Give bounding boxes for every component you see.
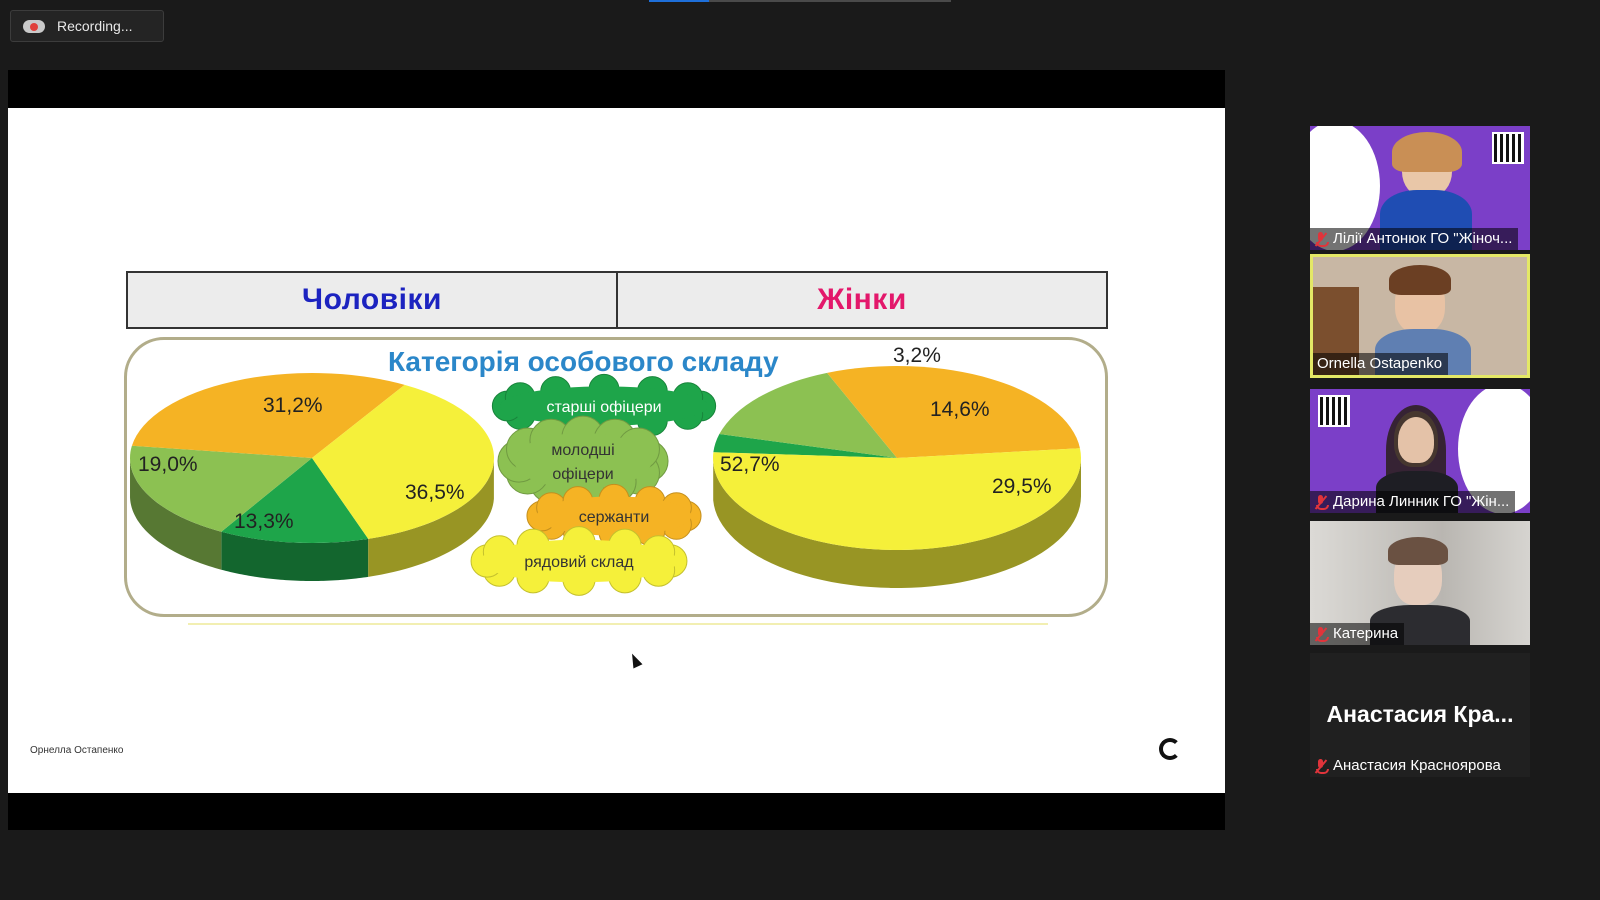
pie-slice-2 <box>827 366 1080 458</box>
pie-side-0 <box>221 531 369 581</box>
cloud-recording-icon <box>23 18 45 34</box>
mic-muted-icon <box>1314 626 1329 642</box>
participant-tile[interactable]: Дарина Линник ГО "Жін... <box>1310 389 1530 513</box>
pie-slice-3 <box>312 384 495 539</box>
pie-label: 13,3% <box>234 510 294 533</box>
pie-1 <box>713 366 1081 588</box>
pie-slice-1 <box>130 445 312 532</box>
pie-label: 36,5% <box>405 481 465 504</box>
screen-share-view[interactable]: Чоловіки Жінки старші офіцери молодші офіц… <box>8 70 1225 830</box>
pie-label: 3,2% <box>893 344 941 367</box>
participant-name: Дарина Линник ГО "Жін... <box>1310 491 1516 513</box>
qr-code <box>1492 132 1524 164</box>
header-men: Чоловіки <box>128 273 618 327</box>
pie-slice-3 <box>713 448 1081 551</box>
participant-tile-no-video[interactable]: Анастасия Кра... Анастасия Красноярова <box>1310 653 1530 777</box>
legend-label: офіцери <box>552 466 613 483</box>
recording-label: Recording... <box>57 18 133 34</box>
presentation-slide: Чоловіки Жінки старші офіцери молодші офіц… <box>8 108 1225 793</box>
mic-muted-icon <box>1314 758 1329 774</box>
slide-footer-author: Орнелла Остапенко <box>30 745 124 756</box>
mic-muted-icon <box>1314 494 1329 510</box>
header-women: Жінки <box>817 283 907 316</box>
pie-side-3 <box>368 460 494 577</box>
pie-label: 19,0% <box>138 453 198 476</box>
participant-name: Лілії Антонюк ГО "Жіноч... <box>1310 228 1519 250</box>
chart-frame <box>124 337 1108 617</box>
participant-tile-active-speaker[interactable]: Ornella Ostapenko <box>1310 254 1530 378</box>
participant-display-name: Анастасия Кра... <box>1326 701 1514 727</box>
legend-cloud-1: молодші офіцери <box>497 415 669 507</box>
participant-tile[interactable]: Катерина <box>1310 521 1530 645</box>
pie-charts: старші офіцери молодші офіцери сержанти рядо… <box>130 366 1081 596</box>
participant-name: Ornella Ostapenko <box>1313 353 1449 375</box>
legend-label: рядовий склад <box>524 554 634 571</box>
pie-slice-2 <box>131 372 405 458</box>
legend-label: сержанти <box>579 509 650 526</box>
pie-slice-1 <box>719 372 897 458</box>
category-header: Чоловіки Жінки <box>126 271 1108 329</box>
qr-code <box>1318 395 1350 427</box>
pie-label: 31,2% <box>263 394 323 417</box>
pie-slice-0 <box>221 458 369 543</box>
pie-slice-0 <box>713 434 897 458</box>
participant-tile[interactable]: Лілії Антонюк ГО "Жіноч... <box>1310 126 1530 250</box>
pie-side-1 <box>130 459 222 570</box>
participant-name: Анастасия Красноярова <box>1310 755 1507 777</box>
pie-side-3 <box>713 458 1081 588</box>
legend-cloud-3: рядовий склад <box>470 526 688 596</box>
legend-label: старші офіцери <box>546 399 661 416</box>
chart-title: Категорія особового складу <box>388 346 779 377</box>
pie-label: 52,7% <box>720 453 780 476</box>
pie-label: 29,5% <box>992 475 1052 498</box>
recording-indicator[interactable]: Recording... <box>10 10 164 42</box>
pie-0 <box>130 372 495 581</box>
loading-spinner-icon <box>1159 738 1181 760</box>
legend-cloud-2: сержанти <box>526 483 702 549</box>
participant-name: Катерина <box>1310 623 1405 645</box>
mic-muted-icon <box>1314 231 1329 247</box>
share-progress-bar <box>649 0 951 2</box>
legend-label: молодші <box>551 442 614 459</box>
pie-label: 14,6% <box>930 398 990 421</box>
